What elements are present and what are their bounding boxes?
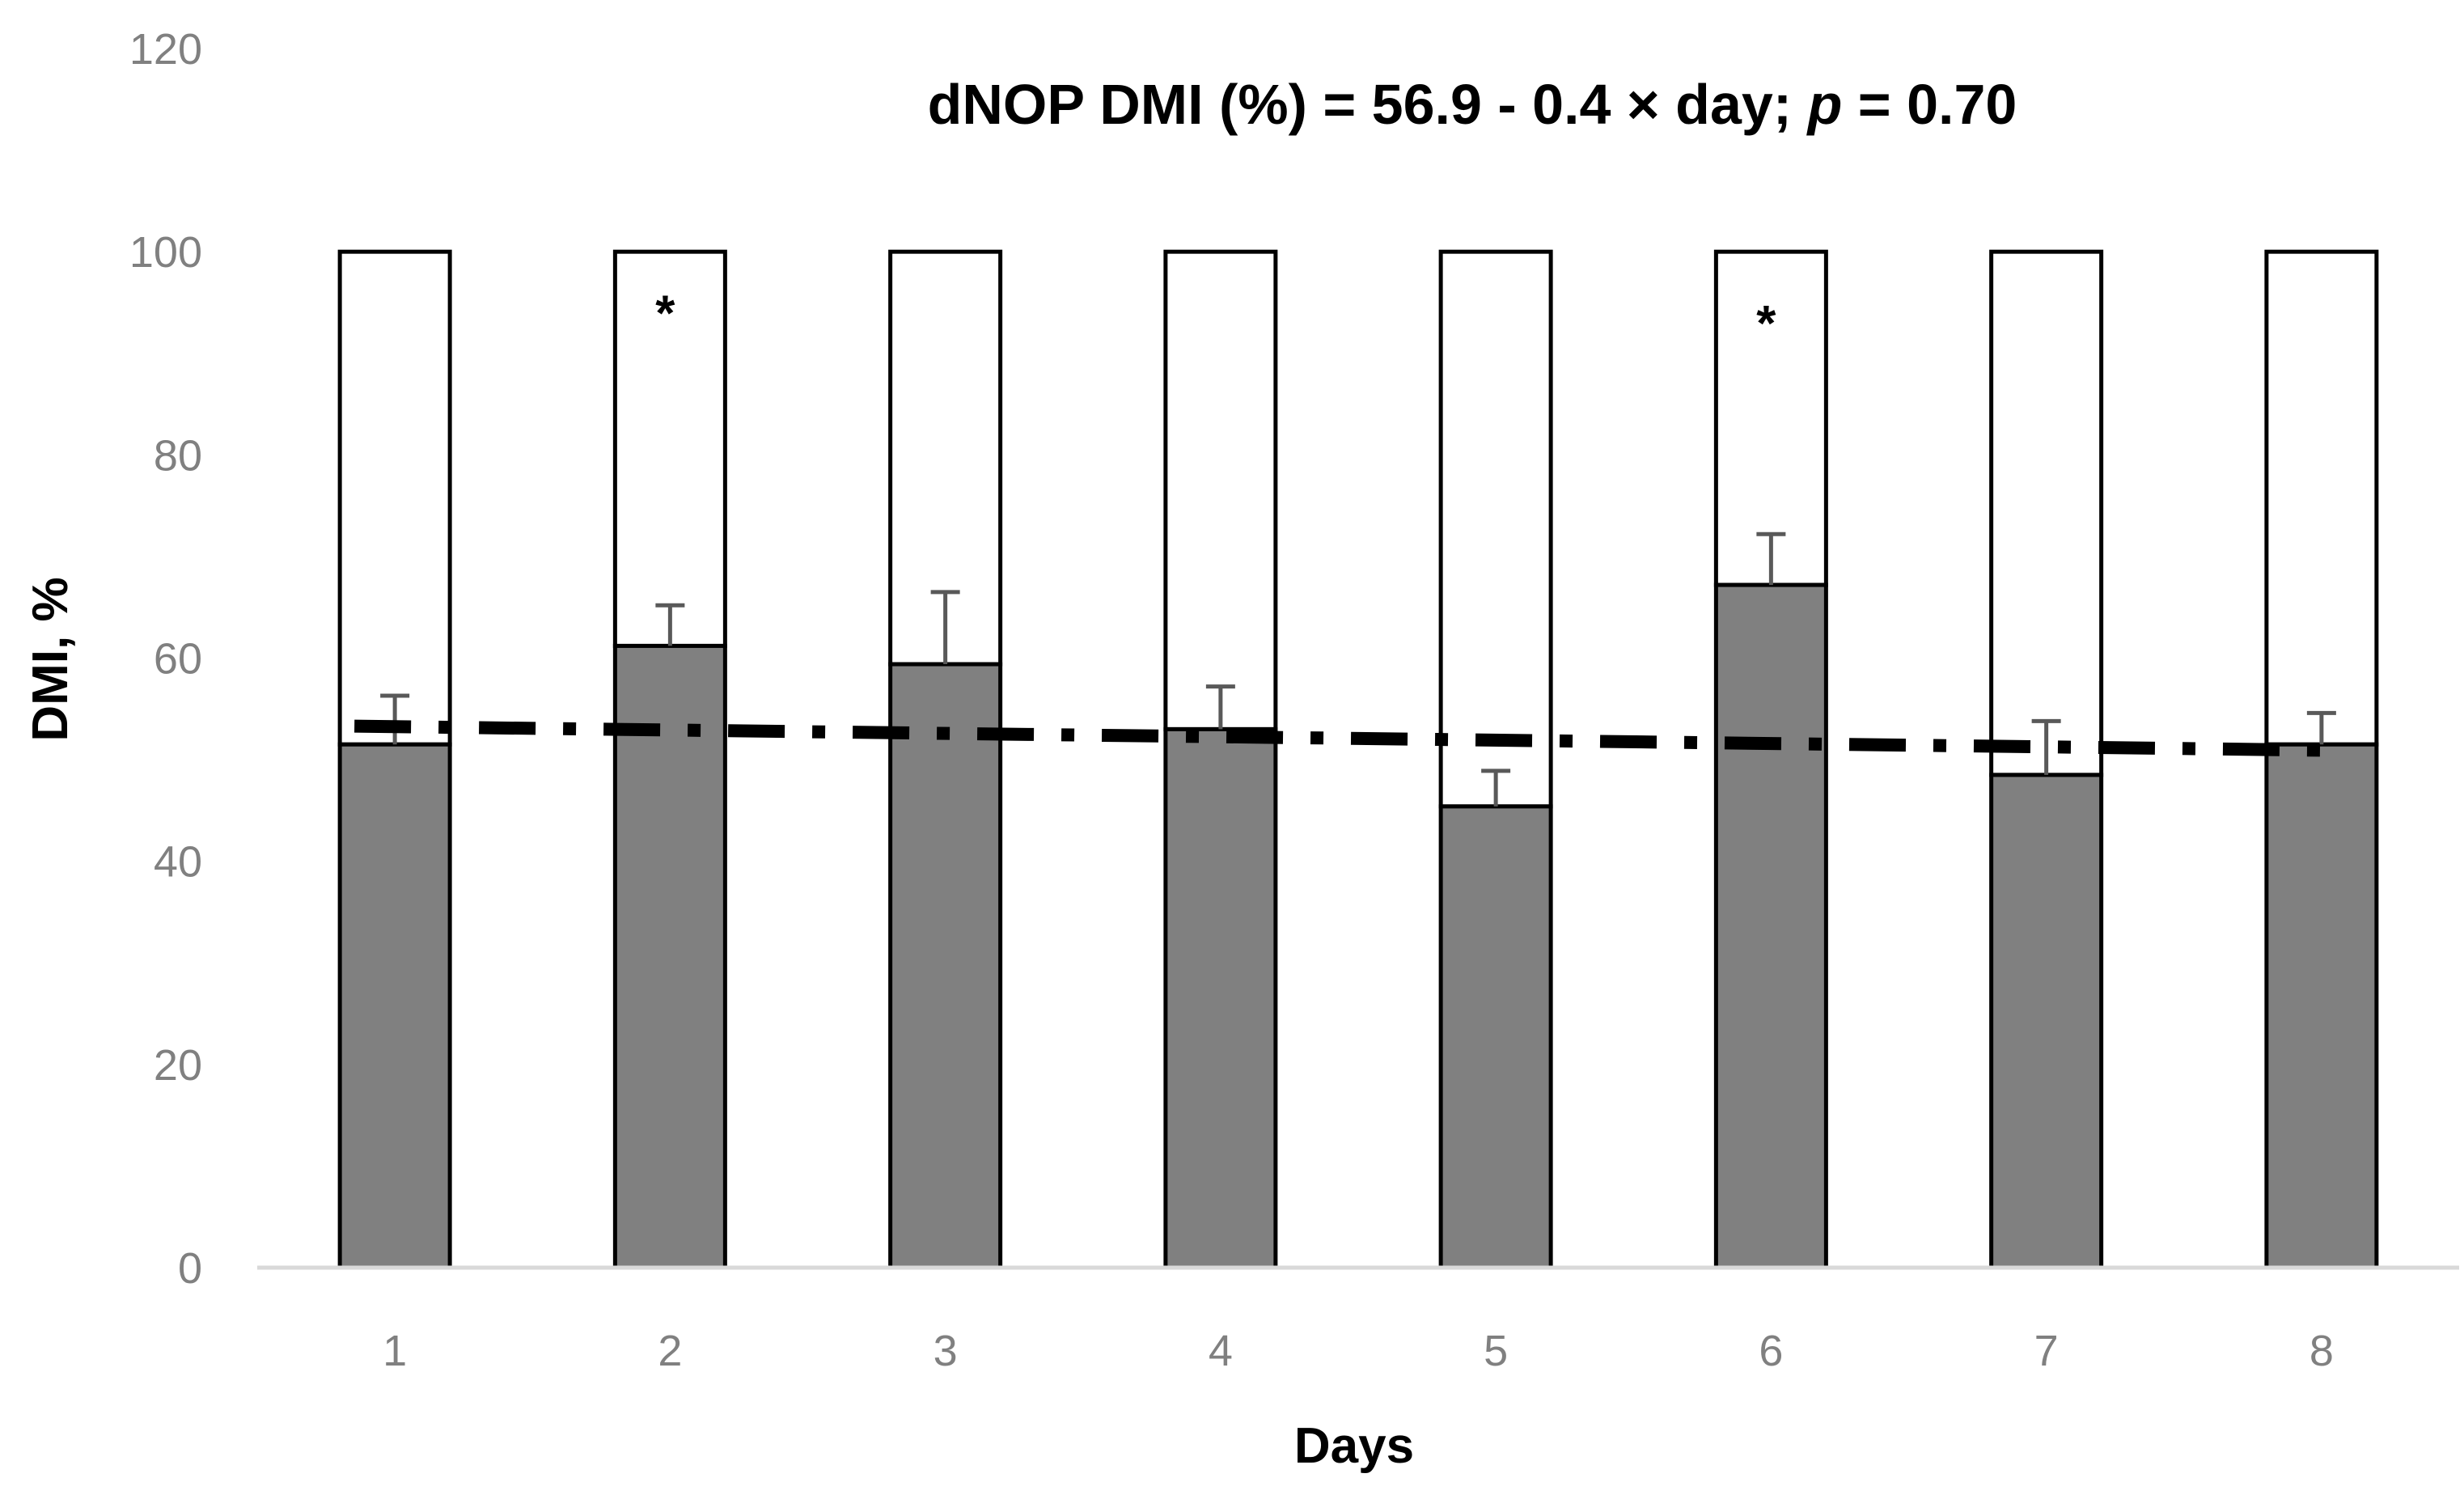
bar-upper-day-5 (1438, 249, 1553, 809)
bar-lower-day-2 (612, 643, 727, 1270)
bar-lower-day-4 (1163, 726, 1278, 1270)
significance-marker: * (1756, 296, 1776, 352)
x-tick-label: 2 (658, 1327, 682, 1375)
bar-lower-day-5 (1438, 804, 1553, 1270)
x-tick-label: 8 (2309, 1327, 2334, 1375)
bar-upper-day-2 (612, 249, 727, 648)
x-tick-label: 7 (2034, 1327, 2059, 1375)
bar-upper-day-7 (1989, 249, 2104, 777)
bars-layer (337, 249, 2379, 1270)
bar-upper-day-8 (2264, 249, 2379, 747)
bar-upper-day-4 (1163, 249, 1278, 731)
bar-lower-day-6 (1713, 582, 1828, 1270)
y-tick-label: 100 (129, 228, 202, 277)
x-tick-label: 4 (1209, 1327, 1233, 1375)
chart-title-prefix: dNOP DMI (%) = 56.9 - 0.4 × day; (928, 73, 1808, 136)
bar-lower-day-1 (337, 742, 452, 1270)
bar-lower-day-3 (888, 662, 1003, 1270)
x-tick-label: 3 (934, 1327, 958, 1375)
y-tick-labels: 0 20 40 60 80 100 120 (129, 25, 202, 1293)
chart-title: dNOP DMI (%) = 56.9 - 0.4 × day; p = 0.7… (928, 73, 2017, 136)
x-axis-title: Days (1294, 1418, 1414, 1474)
chart-title-suffix: = 0.70 (1842, 73, 2017, 136)
error-bars-layer (380, 531, 2336, 807)
bar-lower-day-8 (2264, 742, 2379, 1270)
chart-title-italic: p (1806, 73, 1843, 136)
y-tick-label: 20 (154, 1041, 202, 1090)
trendline (354, 719, 2346, 757)
y-tick-label: 60 (154, 635, 202, 684)
trendline-layer (354, 719, 2346, 757)
significance-marker: * (655, 286, 675, 342)
bar-lower-day-7 (1989, 773, 2104, 1270)
y-tick-label: 0 (178, 1244, 202, 1293)
x-tick-label: 1 (383, 1327, 407, 1375)
x-tick-label: 6 (1759, 1327, 1783, 1375)
y-axis-title: DMI, % (23, 577, 78, 741)
x-tick-labels: 1 2 3 4 5 6 7 8 (383, 1327, 2334, 1375)
y-tick-label: 120 (129, 25, 202, 74)
annotations-layer: * * (655, 286, 1776, 353)
x-tick-label: 5 (1484, 1327, 1508, 1375)
bar-upper-day-1 (337, 249, 452, 747)
y-tick-label: 80 (154, 431, 202, 480)
y-tick-label: 40 (154, 838, 202, 887)
